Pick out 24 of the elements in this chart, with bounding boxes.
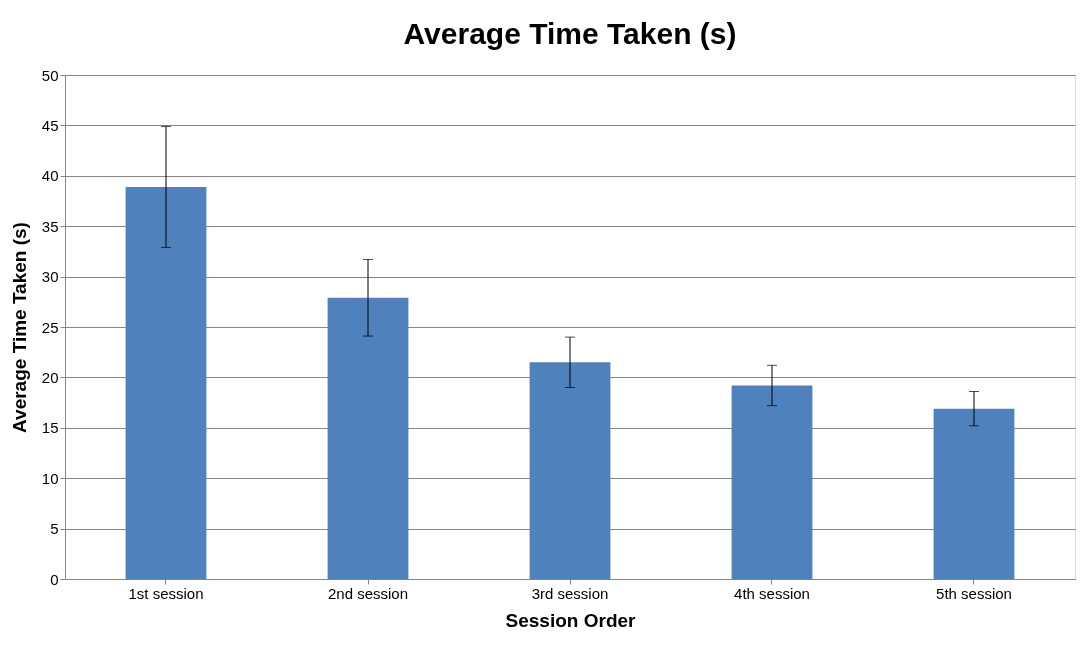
chart-title: Average Time Taken (s): [403, 17, 737, 50]
x-tick-label: 3rd session: [531, 584, 609, 602]
y-tick-label: 50: [41, 66, 59, 84]
bar: [731, 385, 813, 579]
y-tick-label: 0: [50, 570, 59, 588]
x-tick-label: 2nd session: [327, 584, 409, 602]
bar: [529, 362, 611, 579]
y-tick-label: 45: [41, 116, 59, 134]
y-axis-title: Average Time Taken (s): [8, 222, 30, 433]
y-tick-label: 10: [41, 469, 59, 487]
y-tick-label: 30: [41, 268, 59, 286]
x-tick-label: 1st session: [128, 584, 204, 602]
x-tick-label: 5th session: [936, 584, 1012, 602]
y-tick-label: 35: [41, 217, 59, 235]
bar: [125, 186, 207, 579]
y-tick-label: 20: [41, 368, 59, 386]
x-axis-title: Session Order: [505, 609, 637, 631]
bar: [933, 408, 1015, 579]
y-tick-label: 25: [41, 318, 59, 336]
bar: [327, 297, 409, 579]
y-tick-label: 5: [50, 520, 59, 538]
x-tick-label: 4th session: [734, 584, 810, 602]
y-tick-label: 40: [41, 167, 59, 185]
y-tick-label: 15: [41, 419, 59, 437]
